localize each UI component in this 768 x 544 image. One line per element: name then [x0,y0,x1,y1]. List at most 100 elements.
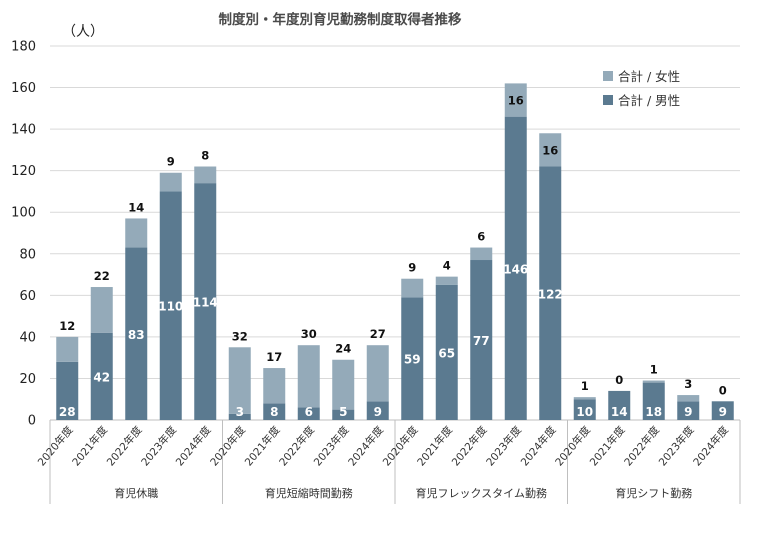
data-label-male: 77 [473,334,490,348]
bar-female [504,83,527,117]
bar-female [435,276,458,285]
bar-female [332,359,355,410]
x-tick-label: 2022年度 [449,423,490,468]
y-tick-label: 140 [11,123,36,138]
bar-female [125,218,148,248]
data-labels: 1228224214839110811432317830624527995946… [59,94,727,419]
x-tick-label: 2022年度 [276,423,317,468]
bar-male [573,399,596,420]
data-label-female: 16 [542,143,558,157]
y-tick-label: 20 [19,372,36,387]
bar-male [263,403,286,420]
data-label-female: 9 [408,261,416,275]
data-label-female: 16 [508,94,524,108]
data-label-male: 59 [404,353,421,367]
x-tick-label: 2024年度 [173,423,214,468]
data-label-female: 9 [167,155,175,169]
x-axis: 2020年度2021年度2022年度2023年度2024年度育児休職2020年度… [35,420,741,504]
bar-female [401,278,424,298]
y-tick-label: 0 [28,414,36,429]
bar-male [711,401,734,420]
bar-male [366,401,389,420]
bar-male [125,247,148,420]
x-tick-label: 2024年度 [518,423,559,468]
bar-female [56,336,79,362]
data-label-male: 146 [503,262,528,276]
y-tick-label: 60 [19,289,36,304]
data-label-male: 110 [158,300,183,314]
x-tick-label: 2022年度 [104,423,145,468]
data-label-male: 122 [538,287,563,301]
data-label-female: 1 [581,379,589,393]
bar-male [470,260,493,420]
data-label-female: 1 [650,363,658,377]
y-tick-label: 160 [11,81,36,96]
data-label-male: 65 [438,346,455,360]
bar-female [159,172,182,192]
data-label-female: 6 [477,230,485,244]
x-tick-label: 2023年度 [483,423,524,468]
x-tick-label: 2021年度 [414,423,455,468]
data-label-female: 17 [266,350,282,364]
bar-male [297,407,320,420]
data-label-male: 3 [236,405,244,419]
data-label-female: 8 [201,149,209,163]
bar-male [56,361,79,420]
group-label: 育児短縮時間勤務 [265,486,353,500]
data-label-female: 27 [370,327,386,341]
x-tick-label: 2020年度 [35,423,76,468]
data-label-male: 42 [93,370,110,384]
legend-swatch-female [603,71,613,81]
bar-male [504,116,527,421]
data-label-male: 14 [611,405,628,419]
data-label-male: 18 [645,405,662,419]
data-label-male: 9 [719,405,727,419]
bar-male [642,382,665,420]
x-tick-label: 2023年度 [138,423,179,468]
data-label-female: 0 [615,373,623,387]
x-tick-label: 2020年度 [380,423,421,468]
data-label-male: 6 [305,405,313,419]
data-label-female: 3 [684,377,692,391]
bar-female [228,347,251,414]
data-label-female: 12 [59,319,75,333]
x-tick-label: 2021年度 [69,423,110,468]
bar-female [573,397,596,400]
bar-female [366,345,389,402]
data-label-female: 24 [335,342,351,356]
data-label-male: 28 [59,405,76,419]
data-label-male: 9 [684,405,692,419]
bar-male [90,332,113,420]
bar-female [642,380,665,383]
y-tick-label: 40 [19,330,36,345]
x-tick-label: 2023年度 [656,423,697,468]
x-tick-label: 2023年度 [311,423,352,468]
data-label-male: 5 [339,405,347,419]
x-tick-label: 2024年度 [345,423,386,468]
bar-female [470,247,493,261]
bar-male [539,166,562,420]
bar-female [90,287,113,333]
group-label: 育児休職 [114,486,158,500]
group-label: 育児フレックスタイム勤務 [416,486,547,500]
group-label: 育児シフト勤務 [615,486,692,500]
bar-male [435,284,458,420]
data-label-male: 8 [270,405,278,419]
x-tick-label: 2024年度 [690,423,731,468]
y-tick-label: 120 [11,164,36,179]
bar-male [401,297,424,420]
x-tick-label: 2020年度 [552,423,593,468]
bar-male [159,191,182,420]
bar-female [263,368,286,404]
data-label-female: 30 [301,327,317,341]
data-label-male: 10 [576,405,593,419]
x-tick-label: 2022年度 [621,423,662,468]
data-label-male: 9 [374,405,382,419]
data-label-male: 83 [128,328,145,342]
data-label-female: 32 [232,329,248,343]
bar-male [677,401,700,420]
bars [56,83,734,421]
